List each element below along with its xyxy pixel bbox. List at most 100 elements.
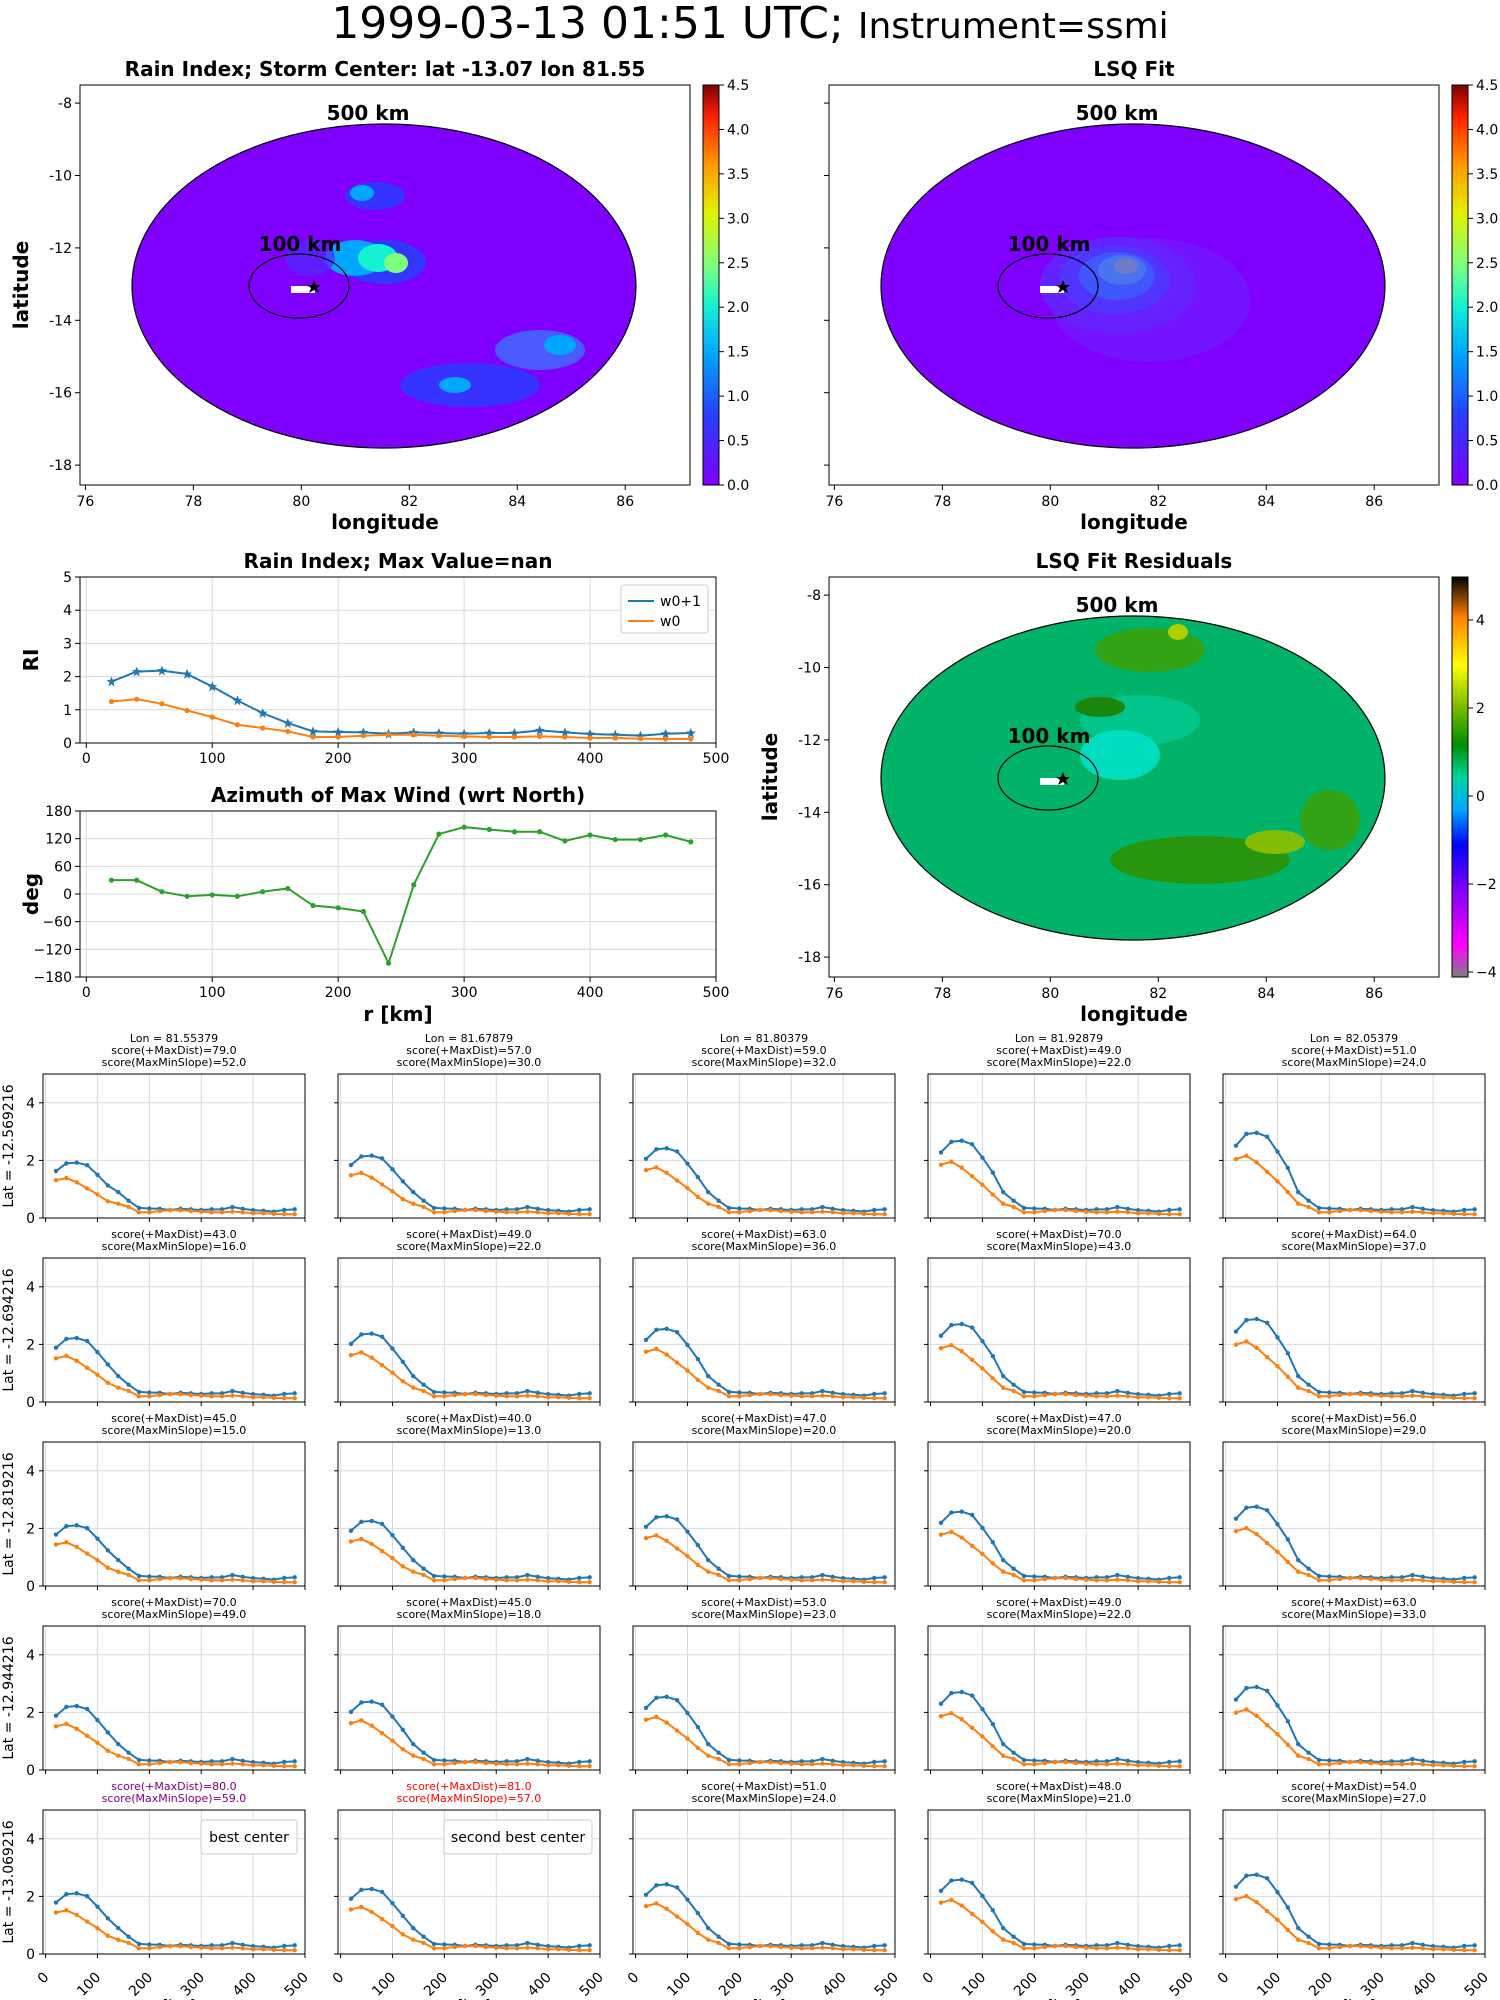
series-point [461,733,467,739]
y-tick-label: −180 [34,970,72,986]
series-point [587,1207,592,1212]
series-point [1125,1390,1130,1395]
series-point [1306,1198,1311,1203]
series-point [126,1756,131,1762]
series-point [959,1535,964,1540]
x-tick-label: 500 [872,1970,902,2000]
series-point [1254,1713,1259,1719]
score-maxminslope: score(MaxMinSlope)=57.0 [397,1792,542,1805]
series-point [282,1763,287,1769]
column-longitude-label: Lon = 81.80379 [720,1032,808,1045]
y-tick-label: −120 [34,942,72,958]
series-point [1032,1946,1037,1951]
series-point [240,1574,245,1579]
field-blob [544,335,576,355]
series-line [55,1354,295,1400]
series-point [131,666,142,677]
x-axis-label: longitude [331,510,439,534]
series-point [359,1700,364,1705]
series-point [1389,1946,1394,1951]
series-point [840,1579,846,1584]
series-point [1177,1211,1182,1217]
y-tick-label: 0 [26,1763,35,1779]
y-tick-label: 3 [63,636,72,652]
series-point [654,1695,659,1701]
series-point [199,1393,204,1398]
series-point [938,1714,944,1719]
series-point [949,1529,954,1535]
series-point [442,1946,447,1951]
series-point [1472,1207,1477,1212]
series-point [1042,1944,1047,1950]
score-maxminslope: score(MaxMinSlope)=37.0 [1282,1240,1427,1253]
series-line [940,1344,1180,1400]
series-point [830,1210,835,1215]
series-point [1264,1508,1270,1513]
series-point [250,1211,256,1216]
grid-cell: 0 100 200 300 400 500 r [km] score(MaxMinSlope)… [330,1780,607,2000]
colorbar-tick-label: 1.5 [1476,345,1498,361]
score-maxdist: score(+MaxDist)=48.0 [996,1780,1121,1793]
series-point [789,1945,794,1950]
series-point [969,1880,975,1886]
series-point [511,734,518,740]
series-point [494,1393,499,1398]
series-point [980,1155,985,1160]
series-point [1275,1917,1280,1922]
series-point [1451,1211,1457,1217]
series-point [545,1392,551,1397]
colorbar-tick-label: 2.5 [727,256,749,272]
series-point [654,1714,659,1720]
series-point [53,1910,59,1915]
series-point [1156,1395,1162,1401]
series-point [369,1723,374,1728]
series-line [350,1154,590,1213]
series-point [1430,1947,1436,1952]
y-axis-label: latitude [758,733,782,821]
series-point [566,1395,572,1401]
ring-500km [880,123,1386,449]
x-tick-label: 76 [825,986,843,1002]
series-point [1135,1944,1141,1949]
score-maxdist: score(+MaxDist)=54.0 [1291,1780,1416,1793]
series-point [136,1389,142,1395]
series-point [369,1175,374,1180]
series-point [116,1373,121,1379]
series-point [577,1759,582,1765]
series-point [674,1329,680,1335]
series-point [695,1562,701,1568]
series-point [1410,1209,1415,1214]
series-point [514,1578,520,1583]
series-point [105,1199,111,1204]
x-tick-label: 76 [825,494,843,510]
series-point [1073,1208,1079,1214]
colorbar-tick-label: 2.5 [1476,256,1498,272]
x-tick-label: 100 [959,1970,989,2000]
series-point [587,1943,592,1948]
score-maxminslope: score(MaxMinSlope)=22.0 [397,1240,542,1253]
series-point [1233,1342,1239,1347]
series-point [147,1210,152,1215]
series-point [566,1947,572,1953]
series-point [587,1391,592,1396]
series-point [1177,1947,1182,1953]
series-line [645,1347,885,1400]
series-point [1177,1579,1182,1585]
series-point [663,832,669,838]
series-point [292,1763,297,1769]
series-point [882,1759,887,1764]
series-point [1472,1575,1477,1580]
series-point [1347,1391,1353,1397]
panel-title: LSQ Fit Residuals [1036,549,1233,573]
series-point [737,1578,742,1583]
series-point [1410,1572,1415,1578]
series-point [261,1211,266,1216]
series-point [1011,1388,1016,1394]
series-point [637,836,644,843]
series-line [111,698,691,741]
series-point [390,1189,395,1194]
grid-cell: 0 2 4 Lat = -12.694216 score(MaxMinSlope)=16… [1,1228,306,1411]
series-point [369,1699,374,1704]
series-point [1011,1572,1016,1578]
series-point [980,1551,985,1557]
